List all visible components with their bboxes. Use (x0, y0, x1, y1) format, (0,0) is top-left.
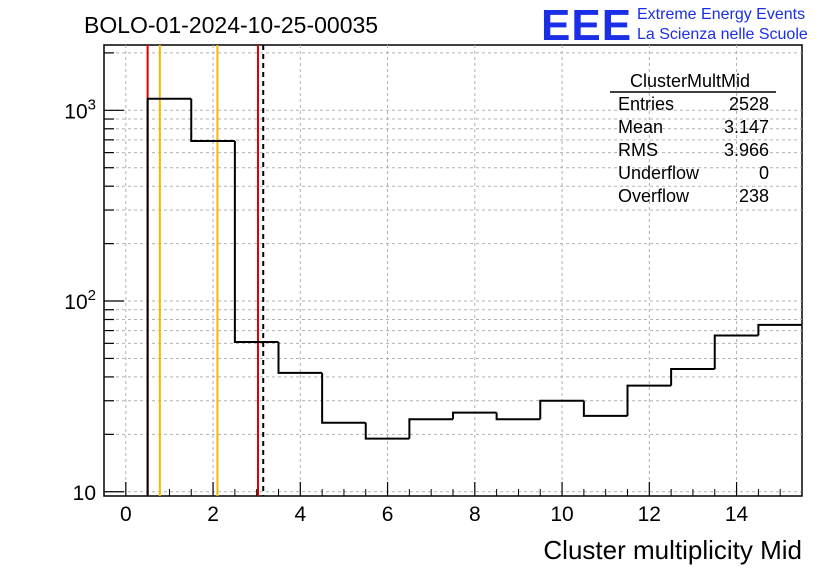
eee-logo: EEE Extreme Energy Events La Scienza nel… (541, 1, 808, 50)
logo-mark: EEE (541, 1, 632, 50)
stats-rows: Entries 2528 Mean 3.147 RMS 3.966 Underflow 0 Ov… (618, 94, 769, 206)
stats-label: Entries (618, 94, 674, 114)
stats-label: RMS (618, 140, 658, 160)
grid-layer (104, 45, 802, 496)
histogram-bin (495, 412, 541, 421)
stats-label: Overflow (618, 186, 690, 206)
x-tick-label: 10 (550, 503, 573, 526)
histogram-bin (452, 411, 497, 420)
x-tick-label: 12 (638, 503, 661, 526)
histogram-bin (146, 97, 192, 496)
y-tick-label: 10 (73, 482, 96, 505)
x-tick-label: 2 (207, 503, 219, 526)
histogram-bars (146, 97, 802, 496)
stats-value: 3.966 (724, 140, 769, 160)
histogram-bin (321, 372, 366, 424)
histogram-bin (582, 400, 628, 417)
histogram-bin (277, 341, 323, 374)
histogram-bin (626, 384, 672, 416)
marker-lines (146, 45, 265, 496)
x-tick-label: 6 (382, 503, 394, 526)
x-tick-label: 0 (120, 503, 132, 526)
x-tick-label: 14 (725, 503, 749, 526)
stats-label: Mean (618, 117, 663, 137)
stats-value: 3.147 (724, 117, 769, 137)
histogram-bin (670, 368, 715, 386)
y-tick-label: 102 (64, 287, 96, 314)
plot-frame (103, 44, 803, 497)
stats-value: 2528 (729, 94, 769, 114)
stats-box: ClusterMultMid Entries 2528 Mean 3.147 RMS 3.… (610, 71, 776, 206)
histogram-bin (757, 323, 802, 336)
stats-label: Underflow (618, 163, 700, 183)
histogram-bin (408, 418, 453, 439)
logo-line-1: Extreme Energy Events (637, 6, 805, 23)
x-tick-label: 8 (469, 503, 481, 526)
x-tick-label: 4 (294, 503, 306, 526)
histogram-bin (233, 141, 279, 343)
histogram-bin (190, 98, 235, 143)
histogram-bin (713, 334, 759, 370)
histogram-bin (539, 399, 584, 420)
stats-title: ClusterMultMid (630, 71, 750, 91)
histogram-bin (364, 422, 410, 440)
axis-ticks: 0 2 4 6 8 10 12 14 10 102 103 (64, 52, 803, 526)
y-tick-label: 103 (64, 96, 96, 123)
stats-value: 0 (759, 163, 769, 183)
chart-title: BOLO-01-2024-10-25-00035 (84, 12, 378, 38)
stats-value: 238 (739, 186, 769, 206)
x-axis-label: Cluster multiplicity Mid (543, 535, 802, 565)
logo-line-2: La Scienza nelle Scuole (637, 26, 808, 43)
